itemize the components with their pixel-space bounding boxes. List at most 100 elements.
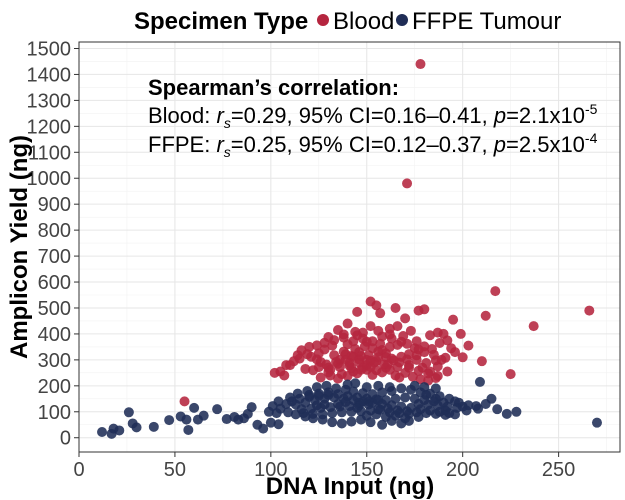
correlation-annotation: Spearman’s correlation: Blood: rs=0.29, … [148, 75, 598, 160]
blood-point [413, 365, 424, 376]
legend-ffpe-marker [396, 14, 408, 26]
y-tick-label: 900 [38, 194, 71, 216]
ffpe-r-subscript: s [224, 144, 231, 160]
legend-ffpe-label: FFPE Tumour [412, 8, 561, 35]
ffpe-point [442, 401, 453, 412]
ffpe-point [263, 406, 274, 417]
ffpe-point [298, 408, 309, 419]
ffpe-point [373, 380, 384, 391]
blood-point [373, 325, 384, 336]
ffpe-point [511, 406, 522, 417]
ffpe-point [308, 408, 319, 419]
blood-label: Blood: [148, 103, 217, 128]
blood-point [480, 310, 491, 321]
blood-point [430, 355, 441, 366]
ffpe-point [221, 414, 232, 425]
blood-point [421, 357, 432, 368]
blood-point [323, 367, 334, 378]
blood-point [279, 370, 290, 381]
ffpe-point [461, 405, 472, 416]
x-axis: 0 50 100 150 200 250 [73, 452, 575, 481]
blood-point [352, 306, 363, 317]
ffpe-p-value: =2.5x10 [506, 132, 585, 157]
ffpe-point [340, 396, 351, 407]
ffpe-point [189, 402, 200, 413]
blood-point [413, 344, 424, 355]
blood-point [342, 370, 353, 381]
ffpe-point [183, 424, 194, 435]
y-tick-label: 1300 [27, 90, 72, 112]
y-tick-label: 1000 [27, 168, 72, 190]
ffpe-point [97, 427, 108, 438]
y-axis-title: Amplicon Yield (ng) [6, 135, 33, 359]
ffpe-point [332, 398, 343, 409]
ffpe-point [409, 380, 420, 391]
blood-point [323, 332, 334, 343]
blood-point [365, 321, 376, 332]
ffpe-point [419, 382, 430, 393]
blood-point [350, 343, 361, 354]
ffpe-point [271, 408, 282, 419]
blood-point [457, 352, 468, 363]
blood-point [440, 352, 451, 363]
blood-point [352, 368, 363, 379]
plot-panel [78, 41, 621, 453]
ffpe-point [123, 407, 134, 418]
ffpe-point [380, 395, 391, 406]
ffpe-point [473, 403, 484, 414]
ffpe-points [97, 376, 602, 439]
y-tick-label: 0 [60, 428, 71, 450]
blood-r-subscript: s [224, 115, 231, 131]
ffpe-point [413, 398, 424, 409]
ffpe-point [430, 408, 441, 419]
ffpe-point [591, 417, 602, 428]
blood-point [411, 336, 422, 347]
blood-point [446, 343, 457, 354]
ffpe-point [273, 419, 284, 430]
ffpe-point [342, 379, 353, 390]
legend-title: Specimen Type [134, 8, 308, 35]
blood-point [373, 346, 384, 357]
ffpe-point [212, 404, 223, 415]
ffpe-point [390, 410, 401, 421]
blood-point [405, 325, 416, 336]
ffpe-point [313, 388, 324, 399]
y-tick-label: 1200 [27, 116, 72, 138]
ffpe-p-exponent: -4 [585, 130, 598, 146]
blood-point [377, 367, 388, 378]
blood-point [442, 335, 453, 346]
ffpe-point [423, 399, 434, 410]
y-tick-label: 300 [38, 350, 71, 372]
ffpe-point [273, 396, 284, 407]
ffpe-point [327, 417, 338, 428]
ffpe-point [400, 392, 411, 403]
ffpe-point [380, 411, 391, 422]
blood-point [402, 178, 413, 189]
blood-point [300, 363, 311, 374]
y-tick-label: 200 [38, 376, 71, 398]
blood-point [367, 369, 378, 380]
ffpe-point [336, 418, 347, 429]
ffpe-point [384, 382, 395, 393]
ffpe-point [371, 409, 382, 420]
ffpe-point [323, 387, 334, 398]
ffpe-point [400, 413, 411, 424]
ffpe-point [361, 382, 372, 393]
ffpe-point [319, 399, 330, 410]
ffpe-point [474, 376, 485, 387]
x-axis-title: DNA Input (ng) [266, 473, 434, 500]
blood-point [403, 362, 414, 373]
ffpe-point [361, 410, 372, 421]
blood-point [315, 372, 326, 383]
blood-point [448, 314, 459, 325]
ffpe-point [390, 393, 401, 404]
blood-point [332, 373, 343, 384]
blood-point [380, 352, 391, 363]
ffpe-point [281, 398, 292, 409]
ffpe-point [440, 409, 451, 420]
blood-point [432, 370, 443, 381]
ffpe-point [317, 409, 328, 420]
ffpe-point [131, 422, 142, 433]
blood-point [348, 336, 359, 347]
